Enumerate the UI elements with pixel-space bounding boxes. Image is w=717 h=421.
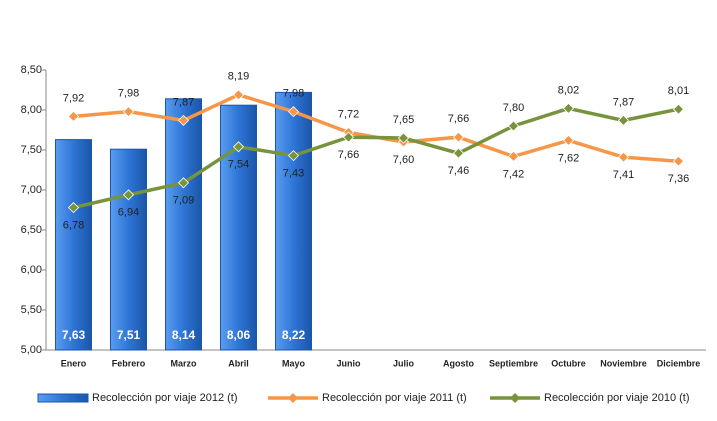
data-label: 7,80 [503, 102, 524, 114]
marker [67, 110, 80, 122]
marker [67, 202, 80, 214]
y-tick-label: 8,00 [21, 104, 42, 116]
x-tick-label: Abril [228, 358, 249, 368]
x-tick-label: Marzo [170, 358, 197, 368]
line [73, 106, 679, 210]
data-label: 7,92 [63, 92, 84, 104]
data-label: 8,01 [668, 85, 689, 97]
marker [122, 189, 135, 201]
data-label: 7,66 [448, 113, 469, 125]
marker [177, 114, 190, 126]
bar [110, 148, 147, 351]
x-tick-label: Agosto [443, 358, 474, 368]
data-label: 6,78 [63, 220, 84, 232]
bar [55, 139, 92, 351]
marker [232, 89, 245, 101]
data-label: 8,19 [228, 71, 249, 83]
marker [177, 177, 190, 189]
y-tick-label: 6,50 [21, 224, 42, 236]
x-tick-label: Diciembre [657, 358, 701, 368]
data-label: 7,87 [173, 96, 194, 108]
marker [562, 102, 575, 114]
y-tick-label: 5,50 [21, 304, 42, 316]
data-label: 7,36 [668, 173, 689, 185]
bar-label: 7,63 [62, 328, 86, 342]
marker [507, 120, 520, 132]
x-tick-label: Noviembre [600, 358, 647, 368]
marker [397, 132, 410, 144]
data-label: 7,72 [338, 108, 359, 120]
marker [672, 155, 685, 167]
y-tick-label: 8,50 [21, 64, 42, 76]
data-label: 8,02 [558, 84, 579, 96]
data-label: 7,54 [228, 159, 249, 171]
legend-label: Recolección por viaje 2012 (t) [92, 392, 238, 404]
legend-marker [510, 393, 520, 403]
legend-label: Recolección por viaje 2010 (t) [544, 392, 690, 404]
x-tick-label: Septiembre [489, 358, 538, 368]
legend-label: Recolección por viaje 2011 (t) [322, 392, 467, 404]
data-label: 7,43 [283, 168, 304, 180]
bar-label: 8,06 [227, 328, 251, 342]
marker [232, 141, 245, 153]
y-tick-label: 7,50 [21, 144, 42, 156]
line [73, 92, 679, 163]
bar-label: 8,14 [172, 328, 196, 342]
data-label: 7,98 [283, 88, 304, 100]
bar [275, 91, 312, 351]
data-label: 7,62 [558, 152, 579, 164]
data-label: 6,94 [118, 207, 139, 219]
marker [122, 106, 135, 118]
marker [562, 134, 575, 146]
data-label: 7,66 [338, 149, 359, 161]
data-label: 7,65 [393, 114, 414, 126]
marker [452, 147, 465, 159]
marker [617, 151, 630, 163]
x-tick-label: Octubre [551, 358, 586, 368]
marker [287, 106, 300, 118]
marker [342, 131, 355, 143]
y-tick-label: 7,00 [21, 184, 42, 196]
bar-label: 7,51 [117, 328, 141, 342]
x-tick-label: Enero [61, 358, 87, 368]
marker [287, 150, 300, 162]
bar [165, 98, 202, 351]
x-tick-label: Julio [393, 358, 415, 368]
data-label: 7,60 [393, 154, 414, 166]
marker [507, 150, 520, 162]
data-label: 7,41 [613, 169, 634, 181]
data-label: 7,09 [173, 195, 194, 207]
x-tick-label: Febrero [112, 358, 146, 368]
y-tick-label: 5,00 [21, 344, 42, 356]
legend-swatch [37, 393, 89, 403]
data-label: 7,46 [448, 165, 469, 177]
legend-marker [288, 393, 298, 403]
x-tick-label: Mayo [282, 358, 306, 368]
data-label: 7,42 [503, 168, 524, 180]
data-label: 7,87 [613, 96, 634, 108]
marker [617, 114, 630, 126]
marker [672, 103, 685, 115]
bar-label: 8,22 [282, 328, 306, 342]
marker [452, 131, 465, 143]
data-label: 7,98 [118, 88, 139, 100]
x-tick-label: Junio [337, 358, 362, 368]
y-tick-label: 6,00 [21, 264, 42, 276]
